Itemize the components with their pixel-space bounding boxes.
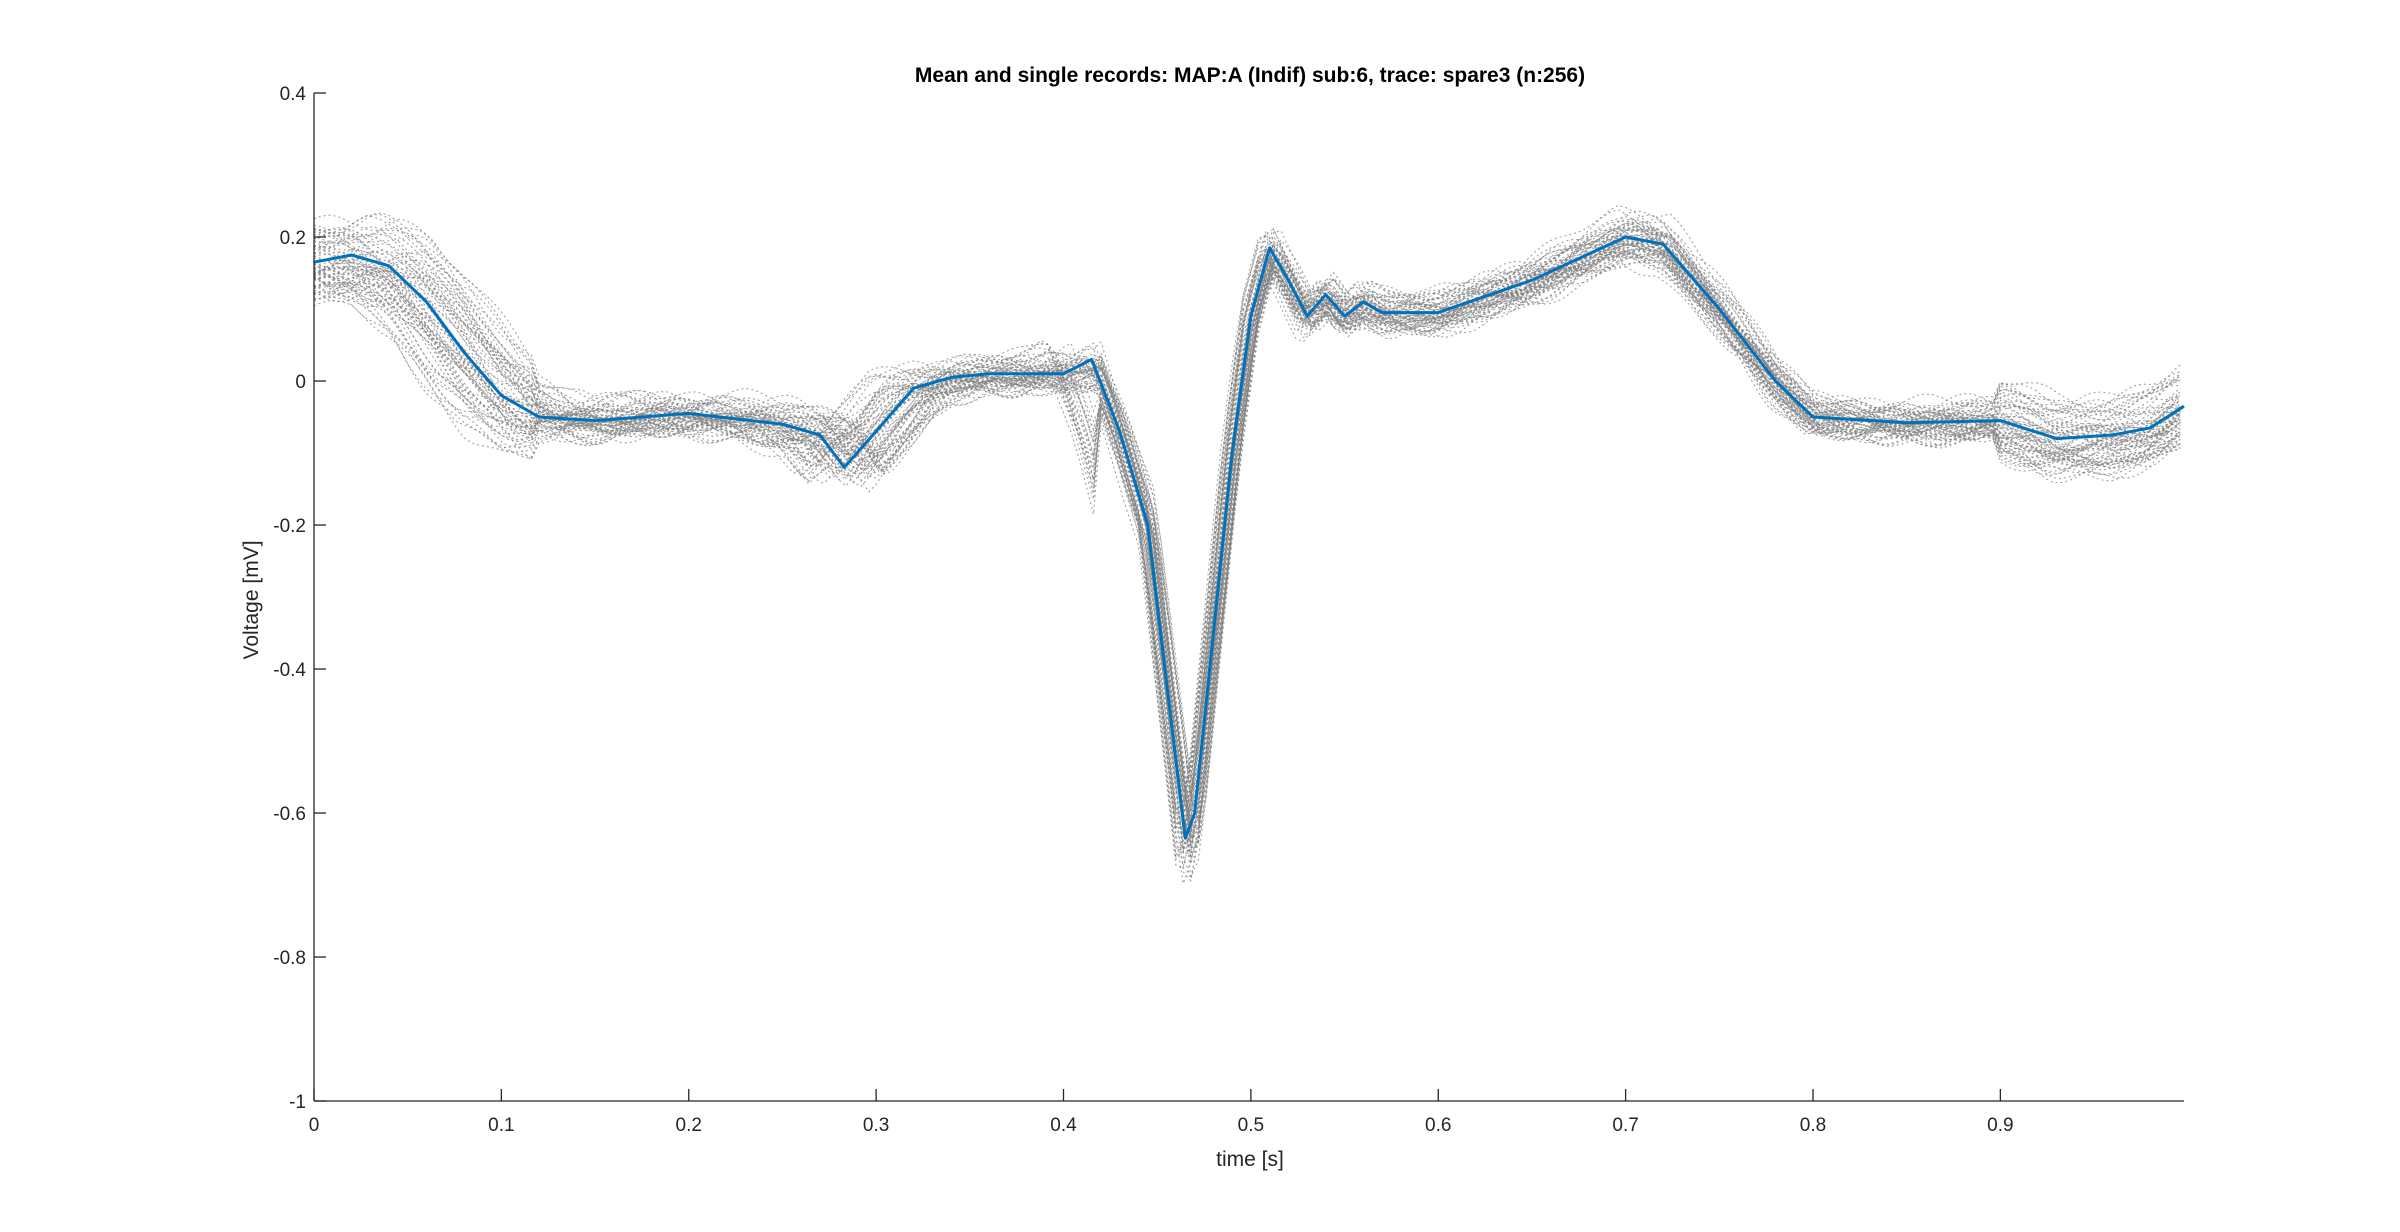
single-record-line — [313, 238, 2181, 834]
single-record-line — [313, 259, 2181, 832]
single-record-line — [313, 232, 2181, 821]
single-record-line — [313, 251, 2181, 821]
y-axis-label: Voltage [mV] — [240, 540, 263, 659]
x-tick-label: 0.9 — [1987, 1115, 2013, 1136]
single-record-line — [313, 222, 2181, 883]
x-tick-label: 0.4 — [1050, 1115, 1077, 1136]
single-record-line — [313, 238, 2181, 858]
x-tick-label: 0.3 — [863, 1115, 889, 1136]
y-tick-label: -0.8 — [273, 948, 306, 969]
single-record-line — [313, 226, 2181, 844]
single-record-line — [313, 229, 2181, 782]
x-tick-label: 0.6 — [1425, 1115, 1451, 1136]
single-record-line — [313, 238, 2181, 814]
x-tick-label: 0 — [309, 1115, 320, 1136]
single-record-line — [313, 253, 2181, 810]
y-tick-label: 0 — [295, 372, 306, 393]
y-tick-label: -0.2 — [273, 516, 306, 537]
single-record-line — [313, 227, 2181, 809]
single-record-line — [313, 210, 2181, 851]
single-record-line — [313, 242, 2181, 777]
x-tick-label: 0.5 — [1238, 1115, 1264, 1136]
single-record-line — [313, 229, 2181, 838]
single-record-line — [313, 252, 2181, 805]
y-tick-label: -0.6 — [273, 804, 306, 825]
single-record-line — [313, 239, 2181, 852]
y-tick-label: 0.2 — [280, 228, 306, 249]
single-record-line — [313, 240, 2181, 858]
chart-title: Mean and single records: MAP:A (Indif) s… — [915, 64, 1585, 87]
y-axis-ticks: -1 -0.8 -0.6 -0.4 -0.2 0 0.2 0.4 — [273, 84, 326, 1113]
y-tick-label: -0.4 — [273, 660, 306, 681]
mean-series — [313, 235, 2185, 840]
single-record-line — [313, 258, 2181, 798]
single-record-line — [314, 251, 2181, 820]
single-record-line — [313, 225, 2181, 844]
single-record-line — [313, 204, 2181, 860]
single-record-line — [313, 250, 2181, 844]
y-tick-label: -1 — [289, 1092, 306, 1113]
single-records — [313, 204, 2181, 884]
x-tick-label: 0.1 — [488, 1115, 514, 1136]
x-axis-label: time [s] — [1216, 1148, 1284, 1171]
x-tick-label: 0.2 — [676, 1115, 702, 1136]
mean-line — [313, 235, 2185, 840]
single-record-line — [313, 236, 2181, 870]
single-record-line — [313, 224, 2181, 814]
single-record-line — [313, 214, 2181, 884]
single-record-line — [313, 220, 2181, 835]
x-axis-ticks: 0 0.1 0.2 0.3 0.4 0.5 0.6 0.7 0.8 0.9 — [309, 1089, 2014, 1136]
single-record-line — [313, 248, 2181, 804]
single-record-line — [313, 237, 2181, 859]
y-tick-label: 0.4 — [280, 84, 307, 105]
axes — [313, 93, 2184, 1102]
single-record-line — [313, 228, 2181, 837]
single-record-line — [313, 209, 2181, 812]
x-tick-label: 0.7 — [1612, 1115, 1638, 1136]
single-record-line — [313, 249, 2181, 794]
x-tick-label: 0.8 — [1800, 1115, 1826, 1136]
